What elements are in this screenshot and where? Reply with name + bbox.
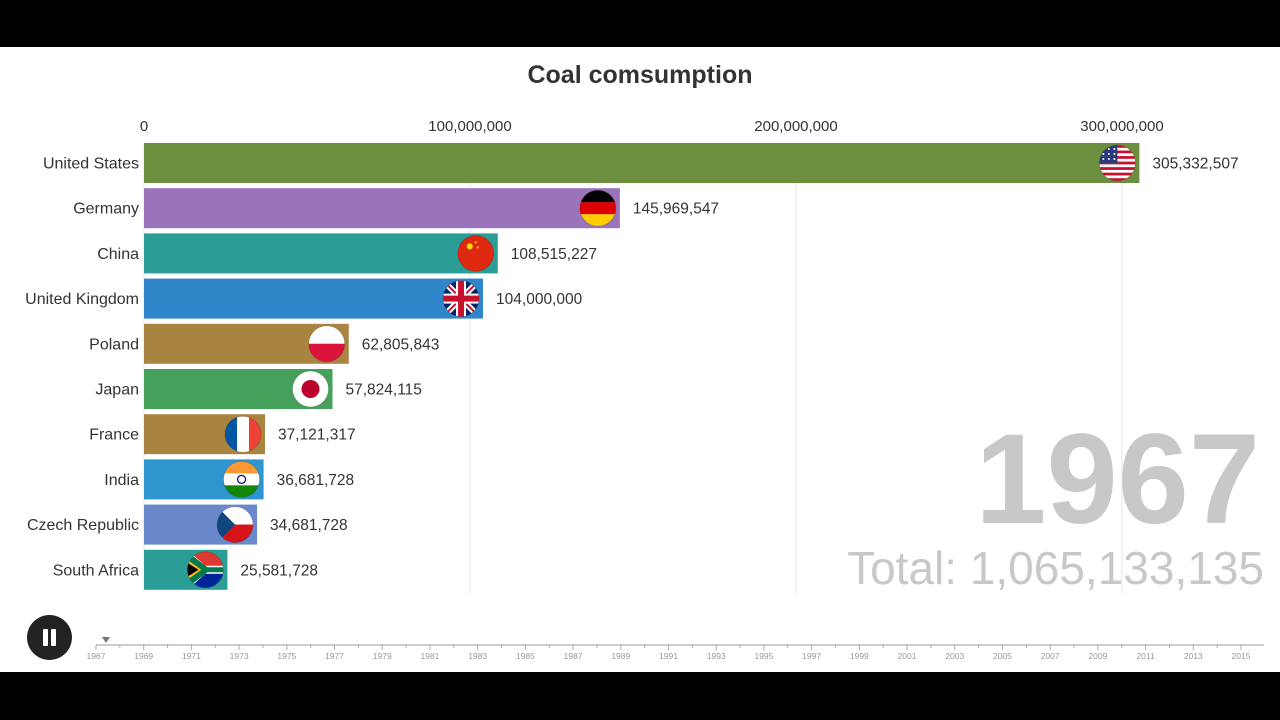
- pause-icon-bar: [51, 629, 56, 646]
- total-label: Total: 1,065,133,135: [847, 542, 1264, 594]
- timeline-year-label[interactable]: 2015: [1232, 651, 1251, 661]
- timeline-year-label[interactable]: 1981: [420, 651, 439, 661]
- timeline-year-label[interactable]: 2005: [993, 651, 1012, 661]
- timeline-year-label[interactable]: 2009: [1088, 651, 1107, 661]
- timeline[interactable]: 1967 1969 1971 1973 1975 1977 1979 1981 1983 1985…: [87, 637, 1264, 661]
- bar-row: Poland 62,805,843: [89, 323, 440, 364]
- timeline-year-label[interactable]: 1993: [707, 651, 726, 661]
- bar-row: China 108,515,227: [97, 233, 597, 274]
- bar-row: United States 305,332,507: [43, 143, 1239, 183]
- value-label: 104,000,000: [496, 291, 583, 308]
- chart-title: Coal comsumption: [527, 61, 753, 89]
- category-label: Japan: [95, 382, 139, 399]
- poland-flag-icon: [308, 325, 345, 362]
- timeline-marker[interactable]: [102, 637, 110, 643]
- value-label: 145,969,547: [633, 201, 719, 218]
- uk-flag-icon: [443, 280, 480, 317]
- pause-button[interactable]: [27, 615, 72, 660]
- timeline-year-label[interactable]: 1985: [516, 651, 535, 661]
- timeline-year-label[interactable]: 1969: [134, 651, 153, 661]
- value-label: 25,581,728: [240, 562, 318, 579]
- bar-row: South Africa 25,581,728: [53, 549, 318, 590]
- category-label: China: [97, 246, 139, 263]
- timeline-year-label[interactable]: 2001: [898, 651, 917, 661]
- x-tick-label: 100,000,000: [428, 118, 511, 135]
- category-label: Czech Republic: [27, 517, 139, 534]
- chart-area: Coal comsumption 0 100,000,000 200,000,000…: [0, 47, 1280, 672]
- timeline-year-label[interactable]: 1999: [850, 651, 869, 661]
- flag-border: [223, 460, 261, 498]
- category-label: United Kingdom: [25, 291, 139, 308]
- bar-row: Czech Republic 34,681,728: [27, 504, 348, 545]
- year-label: 1967: [975, 408, 1260, 551]
- flag-border: [224, 415, 262, 453]
- flag-border: [457, 234, 495, 272]
- bar: [144, 143, 1140, 183]
- flag-border: [442, 280, 480, 318]
- bar: [144, 233, 498, 274]
- category-label: France: [89, 427, 139, 444]
- timeline-year-label[interactable]: 1987: [564, 651, 583, 661]
- bar-row: Germany 145,969,547: [73, 188, 719, 229]
- bar-row: India 36,681,728: [104, 459, 355, 500]
- timeline-year-label[interactable]: 2013: [1184, 651, 1203, 661]
- x-tick-label: 300,000,000: [1080, 118, 1163, 135]
- bar: [144, 278, 484, 319]
- india-flag-icon: [223, 461, 260, 498]
- bar: [144, 188, 620, 229]
- bar-chart-svg: 0 100,000,000 200,000,000 300,000,000 1967 …: [25, 118, 1264, 661]
- value-label: 108,515,227: [511, 246, 597, 263]
- czech-flag-icon: [217, 506, 254, 543]
- bar-row: France 37,121,317: [89, 414, 356, 455]
- x-tick-label: 200,000,000: [754, 118, 837, 135]
- value-label: 62,805,843: [362, 336, 440, 353]
- bar-row: Japan 57,824,115: [95, 369, 422, 409]
- timeline-year-label[interactable]: 1979: [373, 651, 392, 661]
- timeline-year-label[interactable]: 1995: [754, 651, 773, 661]
- france-flag-icon: [225, 416, 262, 453]
- timeline-year-label[interactable]: 1975: [277, 651, 296, 661]
- timeline-year-label[interactable]: 1991: [659, 651, 678, 661]
- category-label: United States: [43, 156, 139, 173]
- value-label: 36,681,728: [277, 472, 355, 489]
- timeline-year-label[interactable]: 2007: [1041, 651, 1060, 661]
- flag-border: [292, 370, 330, 408]
- category-label: India: [104, 472, 139, 489]
- flag-border: [186, 551, 224, 589]
- x-axis-ticks: 0 100,000,000 200,000,000 300,000,000: [140, 118, 1164, 135]
- timeline-year-label[interactable]: 1973: [230, 651, 249, 661]
- us-flag-icon: [1099, 145, 1136, 181]
- timeline-year-label[interactable]: 1983: [468, 651, 487, 661]
- value-label: 37,121,317: [278, 427, 356, 444]
- flag-border: [308, 325, 346, 363]
- timeline-year-label[interactable]: 1967: [87, 651, 106, 661]
- category-label: Germany: [73, 201, 139, 218]
- china-flag-icon: [457, 235, 494, 272]
- timeline-year-label[interactable]: 1997: [802, 651, 821, 661]
- value-label: 34,681,728: [270, 517, 348, 534]
- timeline-year-label[interactable]: 2011: [1136, 651, 1155, 661]
- category-label: Poland: [89, 336, 139, 353]
- flag-border: [579, 189, 617, 227]
- pause-icon: [43, 629, 48, 646]
- japan-flag-icon: [292, 371, 329, 407]
- timeline-year-label[interactable]: 1977: [325, 651, 344, 661]
- x-tick-label: 0: [140, 118, 148, 135]
- timeline-year-label[interactable]: 1989: [611, 651, 630, 661]
- germany-flag-icon: [579, 190, 616, 227]
- flag-border: [1098, 144, 1136, 182]
- timeline-year-label[interactable]: 2003: [945, 651, 964, 661]
- category-label: South Africa: [53, 562, 139, 579]
- value-label: 57,824,115: [346, 382, 422, 399]
- bar-row: United Kingdom 104,000,000: [25, 278, 583, 319]
- timeline-year-label[interactable]: 1971: [182, 651, 201, 661]
- bars: United States 305,332,507 Germany 145,969,5…: [25, 143, 1239, 590]
- value-label: 305,332,507: [1152, 156, 1238, 173]
- south-africa-flag-icon: [187, 551, 224, 588]
- flag-border: [216, 506, 254, 544]
